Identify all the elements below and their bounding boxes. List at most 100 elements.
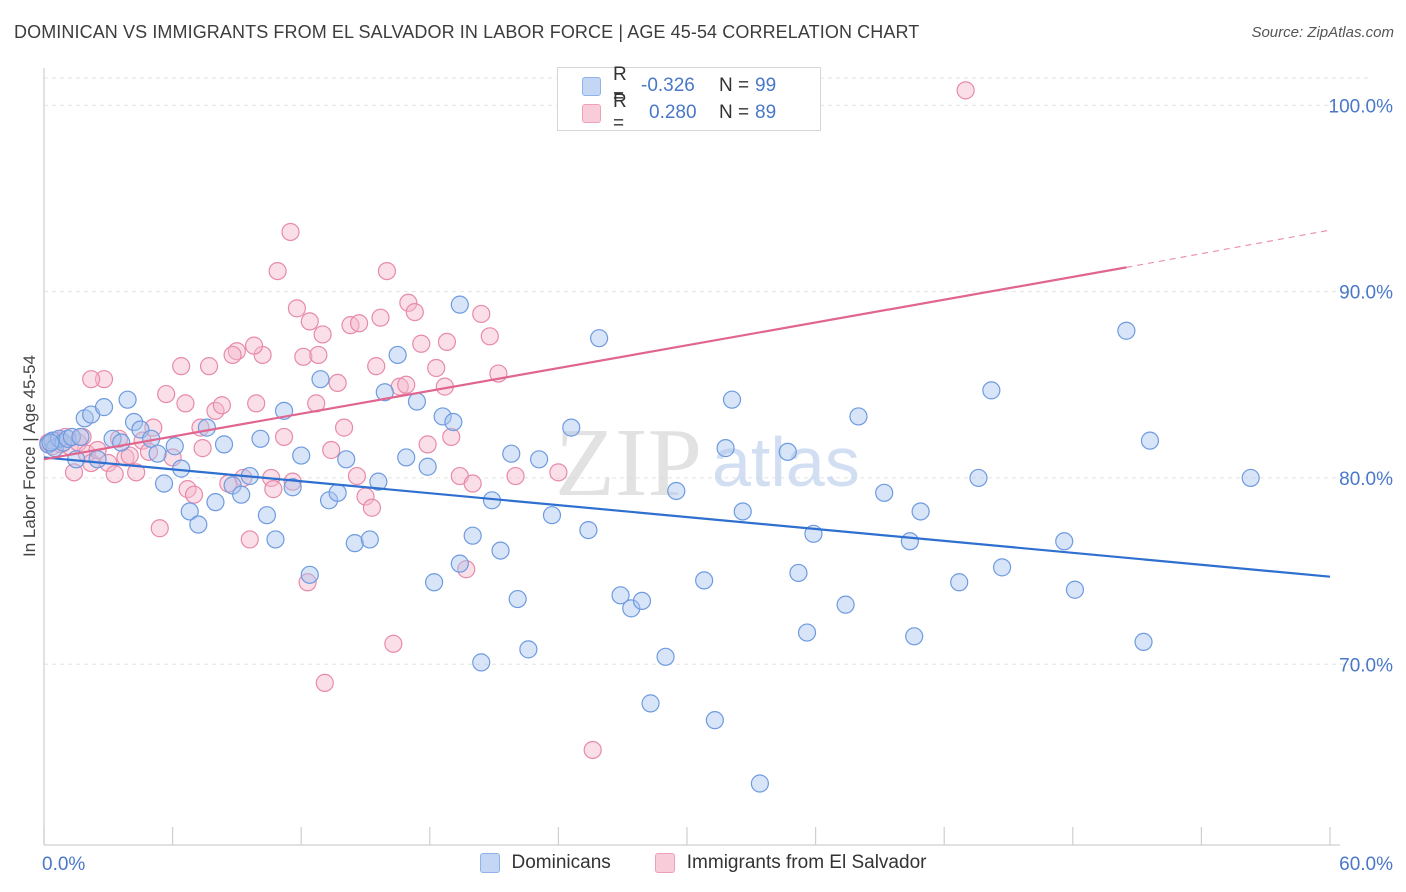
dominicans-point (705, 711, 724, 730)
dominicans-point (148, 444, 167, 463)
el-salvador-point (412, 334, 431, 353)
el-salvador-point (199, 357, 219, 376)
el-salvador-point (300, 312, 319, 331)
el-salvador-point (212, 396, 231, 415)
el-salvador-point (347, 466, 367, 486)
el-salvador-point (480, 327, 499, 346)
legend-swatch-pink (582, 103, 601, 123)
dominicans-point (750, 774, 769, 793)
el-salvador-point (157, 384, 176, 404)
el-salvador-point (549, 463, 568, 482)
dominicans-point (911, 502, 930, 521)
dominicans-point (124, 412, 144, 432)
dominicans-point (622, 599, 641, 618)
dominicans-point (875, 483, 894, 502)
dominicans-point (1117, 321, 1136, 340)
y-tick-label: 90.0% (1339, 283, 1393, 304)
dominicans-point (491, 541, 510, 560)
dominicans-point (407, 392, 427, 411)
dominicans-point (519, 640, 538, 659)
dominicans-point (716, 439, 735, 458)
series-swatch-blue (479, 853, 500, 873)
dominicans-point (388, 345, 407, 365)
dominicans-point (472, 653, 491, 672)
legend-n-value: 89 (755, 102, 777, 123)
el-salvador-point (397, 375, 416, 394)
dominicans-point (433, 407, 452, 426)
el-salvador-point (150, 519, 169, 538)
series-legend-el-salvador[interactable]: Immigrants from El Salvador (654, 852, 926, 874)
dominicans-point (337, 450, 356, 469)
dominicans-point (251, 429, 270, 448)
el-salvador-point (472, 304, 491, 324)
dominicans-point (656, 647, 675, 666)
x-tick-label-min: 0.0% (42, 854, 85, 875)
dominicans-point (778, 442, 797, 461)
dominicans-point (562, 418, 581, 437)
dominicans-point (1241, 468, 1260, 488)
el-salvador-point (427, 358, 446, 378)
legend-r-value: -0.326 (641, 75, 695, 96)
dominicans-point (695, 571, 714, 590)
dominicans-point (641, 694, 660, 713)
watermark: ZIP atlas (555, 409, 860, 517)
dominicans-point (632, 591, 652, 611)
dominicans-point (1140, 431, 1160, 450)
dominicans-point (214, 435, 234, 454)
dominicans-point (424, 573, 444, 592)
el-salvador-point (240, 530, 259, 549)
el-salvador-point (463, 474, 482, 493)
dominicans-point (992, 558, 1012, 577)
dominicans-point (328, 483, 347, 502)
source-label: Source: ZipAtlas.com (1251, 24, 1394, 41)
series-swatch-pink (654, 853, 675, 873)
dominicans-point (300, 565, 319, 584)
y-tick-label: 70.0% (1339, 655, 1393, 676)
el-salvador-point (405, 302, 424, 322)
el-salvador-point (184, 485, 204, 504)
dominicans-point (266, 530, 285, 549)
dominicans-point (982, 381, 1001, 400)
el-salvador-point (442, 427, 461, 447)
dominicans-point (180, 502, 199, 521)
dominicans-point (900, 532, 920, 551)
el-salvador-point (127, 463, 146, 482)
dominicans-point (418, 457, 437, 476)
el-salvador-trend-line (43, 266, 1127, 461)
legend-n-label: N = (719, 75, 750, 96)
dominicans-point (345, 534, 364, 553)
el-salvador-point (583, 740, 602, 760)
legend-row-dominicans: R = -0.326 N = 99 (558, 64, 776, 107)
dominicans-point (905, 627, 924, 646)
axis-layer (43, 68, 1340, 846)
el-salvador-point (274, 427, 294, 447)
el-salvador-point (193, 439, 212, 458)
dominicans-point (797, 623, 817, 642)
el-salvador-point (223, 345, 242, 365)
dominicans-point (71, 427, 90, 447)
correlation-legend: R = -0.326 N = 99 R = 0.280 N = 89 (557, 64, 821, 134)
dominicans-point (1134, 632, 1153, 651)
legend-r-value: 0.280 (649, 102, 697, 123)
dominicans-point (463, 526, 482, 545)
dominicans-point (836, 595, 855, 614)
dominicans-point (969, 468, 988, 488)
dominicans-point (206, 493, 225, 512)
dominicans-point (375, 383, 394, 402)
el-salvador-point (309, 345, 328, 365)
dominicans-point (118, 390, 137, 409)
dominicans-trend-line (43, 456, 1331, 578)
dominicans-point (88, 450, 107, 469)
el-salvador-point (94, 370, 114, 389)
el-salvador-point (437, 332, 457, 352)
dominicans-point (450, 295, 469, 314)
dominicans-point (611, 586, 630, 605)
legend-swatch-blue (582, 76, 601, 96)
y-tick-label: 80.0% (1339, 469, 1393, 490)
el-salvador-point (506, 466, 525, 486)
legend-n-label: N = (719, 102, 750, 123)
dominicans-point (450, 554, 469, 573)
series-legend-dominicans[interactable]: Dominicans (479, 852, 611, 874)
el-salvador-point (371, 308, 390, 327)
el-salvador-point (294, 347, 313, 366)
